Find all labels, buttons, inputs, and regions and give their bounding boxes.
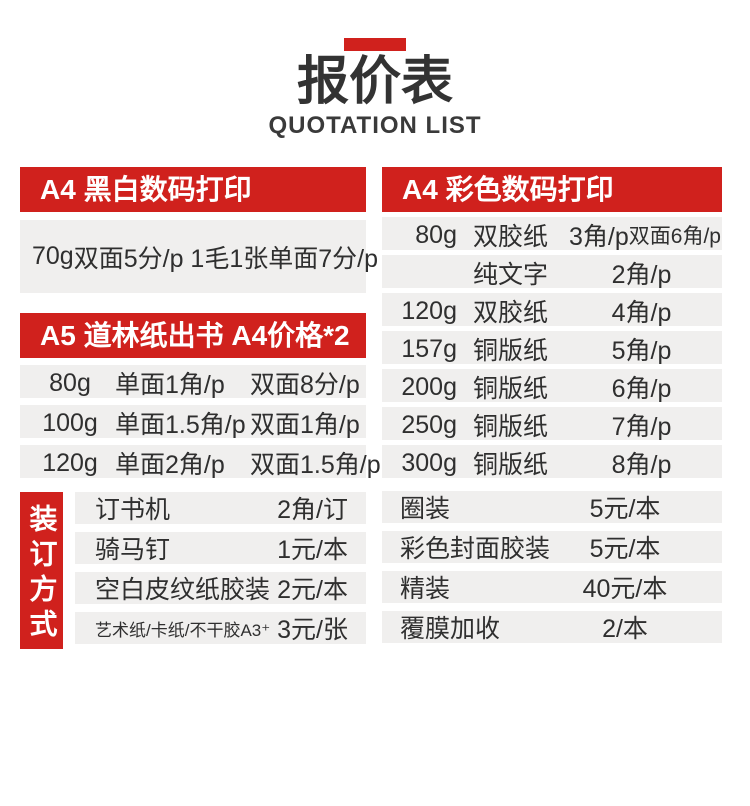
finishing-row: 覆膜加收 2/本 <box>382 611 722 644</box>
binding-name-cell: 艺术纸/卡纸/不干胶A3⁺ <box>95 620 271 640</box>
color-price-row: 120g 双胶纸 4角/p <box>382 293 722 328</box>
binding-price-cell: 2元/本 <box>277 576 348 605</box>
a5-section-header: A5 道林纸出书 A4价格*2 <box>20 313 366 359</box>
weight-cell: 200g <box>401 372 457 401</box>
binding-price-cell: 2角/订 <box>277 496 348 525</box>
duplex-price-cell: 双面6角/p <box>628 225 721 249</box>
finishing-row: 精装 40元/本 <box>382 571 722 604</box>
weight-cell: 70g <box>32 242 74 271</box>
binding-vertical-label: 装订方式 <box>20 492 63 650</box>
paper-type-cell: 铜版纸 <box>473 451 549 480</box>
duplex-price-cell: 双面5分/p 1毛1张 <box>73 244 269 273</box>
price-cell: 4角/p <box>611 299 672 328</box>
finishing-row: 圈装 5元/本 <box>382 491 722 524</box>
finishing-name-cell: 精装 <box>400 575 451 604</box>
bw-price-row: 70g 双面5分/p 1毛1张 单面7分/p <box>20 220 378 294</box>
a5-price-row: 100g 单面1.5角/p 双面1角/p <box>20 405 366 440</box>
binding-row: 骑马钉 1元/本 <box>75 532 366 565</box>
binding-row: 空白皮纹纸胶装 2元/本 <box>75 572 366 605</box>
paper-type-cell: 铜版纸 <box>473 375 549 404</box>
finishing-name-cell: 圈装 <box>400 495 451 524</box>
binding-name-cell: 空白皮纹纸胶装 <box>95 576 271 605</box>
weight-cell: 120g <box>401 296 457 325</box>
paper-type-cell: 双胶纸 <box>473 299 549 328</box>
color-price-row: 300g 铜版纸 8角/p <box>382 445 722 480</box>
double-price-cell: 双面1.5角/p <box>250 451 381 480</box>
paper-type-cell: 纯文字 <box>473 261 549 290</box>
weight-cell: 157g <box>401 334 457 363</box>
finishing-price-cell: 5元/本 <box>589 495 661 524</box>
bw-section-header: A4 黑白数码打印 <box>20 167 366 213</box>
finishing-section: 圈装 5元/本 彩色封面胶装 5元/本 精装 40元/本 覆膜加收 2/本 <box>382 491 722 644</box>
finishing-name-cell: 彩色封面胶装 <box>400 535 551 564</box>
right-column: A4 彩色数码打印 80g 双胶纸 3角/p 双面6角/p 纯文字 2角/p 1… <box>382 167 722 649</box>
paper-type-cell: 铜版纸 <box>473 337 549 366</box>
color-price-row: 纯文字 2角/p <box>382 255 722 290</box>
page-subtitle: QUOTATION LIST <box>268 112 482 140</box>
page-title: 报价表 <box>296 53 453 111</box>
color-price-row: 200g 铜版纸 6角/p <box>382 369 722 404</box>
single-price-cell: 单面1.5角/p <box>115 411 246 440</box>
simplex-price-cell: 单面7分/p <box>268 244 378 273</box>
color-section-header: A4 彩色数码打印 <box>382 167 722 213</box>
finishing-price-cell: 40元/本 <box>582 575 668 604</box>
double-price-cell: 双面1角/p <box>250 411 360 440</box>
single-price-cell: 单面1角/p <box>115 371 225 400</box>
binding-price-cell: 3元/张 <box>277 616 348 645</box>
a5-price-row: 80g 单面1角/p 双面8分/p <box>20 365 366 400</box>
color-price-row: 157g 铜版纸 5角/p <box>382 331 722 366</box>
binding-name-cell: 骑马钉 <box>95 536 171 565</box>
price-cell: 3角/p <box>569 223 629 252</box>
weight-cell: 80g <box>49 368 91 397</box>
single-price-cell: 单面2角/p <box>115 451 225 480</box>
finishing-name-cell: 覆膜加收 <box>400 615 501 644</box>
binding-price-cell: 1元/本 <box>277 536 348 565</box>
paper-type-cell: 铜版纸 <box>473 413 549 442</box>
binding-row: 艺术纸/卡纸/不干胶A3⁺ 3元/张 <box>75 612 366 645</box>
weight-cell: 250g <box>401 410 457 439</box>
finishing-price-cell: 5元/本 <box>589 535 661 564</box>
price-cell: 2角/p <box>611 261 672 290</box>
price-cell: 5角/p <box>611 337 672 366</box>
a5-price-row: 120g 单面2角/p 双面1.5角/p <box>20 445 381 480</box>
price-cell: 8角/p <box>611 451 672 480</box>
weight-cell: 300g <box>401 448 457 477</box>
binding-name-cell: 订书机 <box>95 496 171 525</box>
double-price-cell: 双面8分/p <box>250 371 360 400</box>
binding-rows: 订书机 2角/订 骑马钉 1元/本 空白皮纹纸胶装 2元/本 艺术纸/卡纸/不干… <box>75 492 366 649</box>
weight-cell: 80g <box>415 220 457 249</box>
price-cell: 6角/p <box>611 375 672 404</box>
weight-cell: 100g <box>42 408 98 437</box>
price-columns: A4 黑白数码打印 70g 双面5分/p 1毛1张 单面7分/p A5 道林纸出… <box>0 167 750 650</box>
brand-accent-bar <box>344 38 406 51</box>
price-cell: 7角/p <box>611 413 672 442</box>
masthead: 报价表 QUOTATION LIST <box>0 0 750 140</box>
color-price-row: 80g 双胶纸 3角/p 双面6角/p <box>382 217 722 252</box>
binding-section: 装订方式 订书机 2角/订 骑马钉 1元/本 空白皮纹纸胶装 2元/本 艺术纸/… <box>20 492 366 650</box>
finishing-row: 彩色封面胶装 5元/本 <box>382 531 722 564</box>
finishing-price-cell: 2/本 <box>602 615 648 644</box>
left-column: A4 黑白数码打印 70g 双面5分/p 1毛1张 单面7分/p A5 道林纸出… <box>20 167 381 650</box>
binding-row: 订书机 2角/订 <box>75 492 366 525</box>
paper-type-cell: 双胶纸 <box>473 223 549 252</box>
color-price-row: 250g 铜版纸 7角/p <box>382 407 722 442</box>
weight-cell: 120g <box>42 448 98 477</box>
